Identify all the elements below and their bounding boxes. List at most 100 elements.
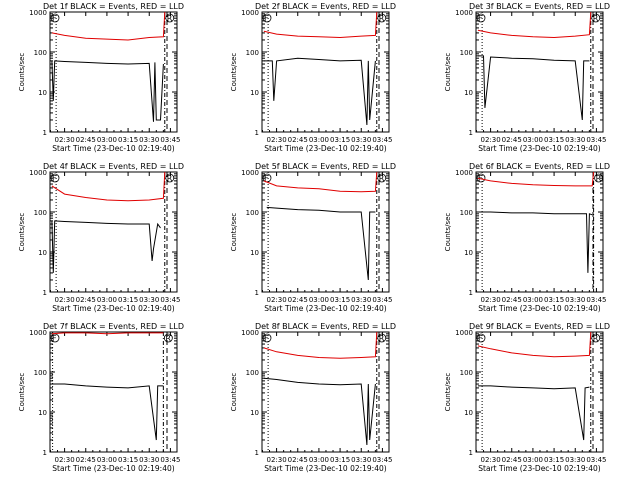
panel-title: Det 7f BLACK = Events, RED = LLD [43, 322, 184, 331]
y-tick-label: 100 [246, 209, 259, 217]
series-line-lld [263, 331, 378, 359]
plot-frame [49, 11, 178, 133]
marker-start: F [52, 334, 57, 343]
panel-title: Det 3f BLACK = Events, RED = LLD [469, 2, 610, 11]
marker-end-ring [591, 13, 601, 23]
series-line-events [263, 57, 376, 126]
marker-end-ring [163, 333, 173, 343]
marker-end: R [167, 174, 173, 183]
x-tick-label: 03:15 [118, 136, 138, 144]
series-line-events [480, 211, 593, 273]
x-tick-label: 03:45 [160, 296, 180, 304]
series-line-events [263, 377, 376, 446]
series-line-lld [477, 11, 592, 39]
y-tick-label: 100 [34, 49, 47, 57]
y-tick-label: 1000 [455, 9, 473, 17]
x-tick-label: 02:30 [266, 136, 286, 144]
marker-end-ring [377, 173, 387, 183]
x-axis-label: Start Time (23-Dec-10 02:19:40) [478, 144, 600, 153]
panel-title: Det 5f BLACK = Events, RED = LLD [255, 162, 396, 171]
y-axis-label: Counts/sec [18, 373, 26, 412]
x-tick-label: 03:15 [544, 296, 564, 304]
y-tick-label: 1 [43, 289, 47, 297]
marker-start: F [478, 334, 483, 343]
y-tick-label: 10 [38, 249, 47, 257]
marker-end-ring [377, 13, 387, 23]
x-axis-label: Start Time (23-Dec-10 02:19:40) [52, 304, 174, 313]
y-tick-label: 100 [34, 369, 47, 377]
y-tick-label: 1 [255, 129, 259, 137]
x-tick-label: 03:45 [160, 456, 180, 464]
marker-start: F [264, 14, 269, 23]
x-tick-label: 02:45 [76, 296, 96, 304]
x-tick-label: 03:15 [118, 296, 138, 304]
marker-end: R [379, 14, 385, 23]
x-axis-label: Start Time (23-Dec-10 02:19:40) [264, 464, 386, 473]
panel-title: Det 9f BLACK = Events, RED = LLD [469, 322, 610, 331]
marker-end: R [593, 14, 599, 23]
x-tick-label: 02:45 [502, 296, 522, 304]
x-tick-label: 03:00 [523, 296, 543, 304]
marker-end-ring [591, 333, 601, 343]
marker-start-ring [50, 13, 60, 23]
x-tick-label: 02:30 [54, 136, 74, 144]
x-tick-label: 02:45 [502, 136, 522, 144]
y-axis-label: Counts/sec [230, 373, 238, 412]
y-tick-label: 1000 [241, 9, 259, 17]
series-line-events [266, 206, 376, 281]
series-line-events [51, 220, 161, 273]
marker-start-ring [50, 173, 60, 183]
y-tick-label: 1 [255, 449, 259, 457]
series-line-lld [263, 11, 378, 39]
series-line-lld [51, 171, 166, 202]
x-tick-label: 03:15 [544, 136, 564, 144]
y-tick-label: 100 [460, 209, 473, 217]
x-tick-label: 03:30 [565, 296, 585, 304]
series-line-events [51, 383, 164, 441]
y-tick-label: 10 [464, 409, 473, 417]
y-tick-label: 10 [464, 89, 473, 97]
x-tick-label: 03:15 [330, 296, 350, 304]
plot-frame [475, 11, 604, 133]
x-tick-label: 03:45 [586, 296, 606, 304]
x-tick-label: 03:00 [97, 296, 117, 304]
x-tick-label: 02:45 [288, 296, 308, 304]
y-axis-label: Counts/sec [18, 53, 26, 92]
x-tick-label: 02:30 [480, 136, 500, 144]
y-tick-label: 1 [469, 289, 473, 297]
y-tick-label: 1 [255, 289, 259, 297]
x-tick-label: 02:45 [288, 456, 308, 464]
y-tick-label: 1 [43, 449, 47, 457]
marker-end: R [379, 334, 385, 343]
y-tick-label: 100 [246, 369, 259, 377]
y-tick-label: 10 [38, 89, 47, 97]
x-tick-label: 03:00 [309, 456, 329, 464]
x-axis-label: Start Time (23-Dec-10 02:19:40) [478, 464, 600, 473]
marker-start-ring [476, 333, 486, 343]
panel-title: Det 1f BLACK = Events, RED = LLD [43, 2, 184, 11]
x-tick-label: 03:30 [351, 296, 371, 304]
y-tick-label: 100 [246, 49, 259, 57]
x-tick-label: 03:45 [160, 136, 180, 144]
y-tick-label: 1 [469, 449, 473, 457]
x-tick-label: 03:15 [544, 456, 564, 464]
marker-start: F [264, 334, 269, 343]
marker-end: R [167, 14, 173, 23]
x-tick-label: 02:30 [266, 296, 286, 304]
y-tick-label: 1000 [455, 329, 473, 337]
panel-title: Det 8f BLACK = Events, RED = LLD [255, 322, 396, 331]
panel-title: Det 2f BLACK = Events, RED = LLD [255, 2, 396, 11]
marker-end: R [593, 334, 599, 343]
y-tick-label: 100 [34, 209, 47, 217]
y-tick-label: 10 [250, 249, 259, 257]
x-tick-label: 02:30 [54, 456, 74, 464]
series-line-lld [477, 331, 592, 358]
y-axis-label: Counts/sec [444, 373, 452, 412]
marker-start: F [52, 174, 57, 183]
marker-end: R [379, 174, 385, 183]
marker-end-ring [165, 173, 175, 183]
series-line-lld [477, 171, 595, 187]
y-axis-label: Counts/sec [230, 53, 238, 92]
